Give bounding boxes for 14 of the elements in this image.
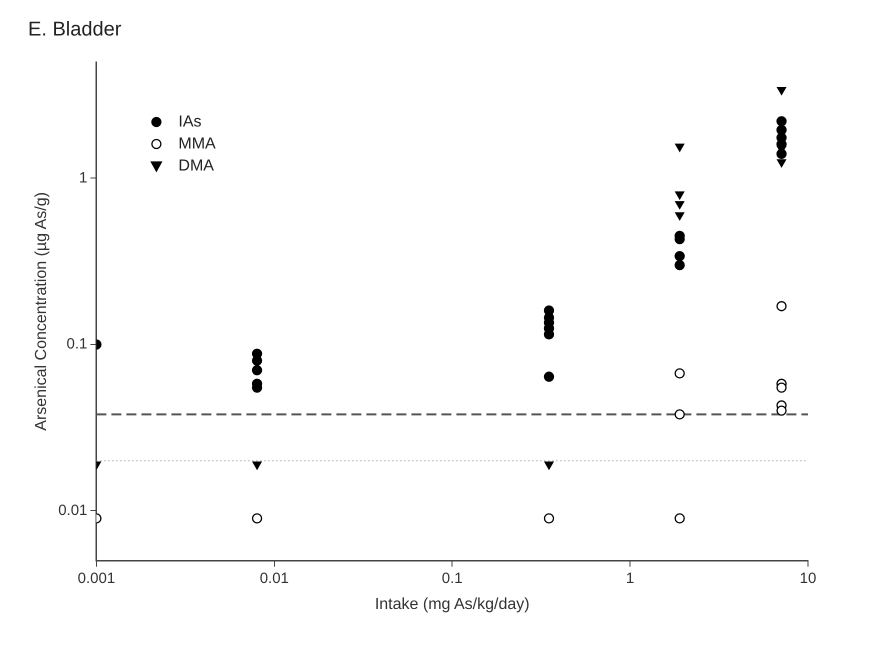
x-tick-label: 1 — [626, 570, 634, 587]
legend-label: IAs — [178, 113, 202, 130]
legend-label: DMA — [178, 157, 214, 174]
x-tick-label: 0.01 — [260, 570, 289, 587]
y-tick-label: 0.01 — [58, 502, 88, 519]
y-tick-label: 1 — [79, 169, 88, 186]
x-tick-label: 10 — [800, 570, 816, 587]
x-tick-label: 0.001 — [78, 570, 116, 587]
x-axis-title: Intake (mg As/kg/day) — [374, 596, 530, 613]
x-tick-label: 0.1 — [442, 570, 463, 587]
y-axis-title: Arsenical Concentration (µg As/g) — [33, 192, 50, 431]
chart-title: E. Bladder — [28, 18, 122, 41]
y-tick-label: 0.1 — [66, 336, 88, 353]
legend-label: MMA — [178, 135, 216, 152]
